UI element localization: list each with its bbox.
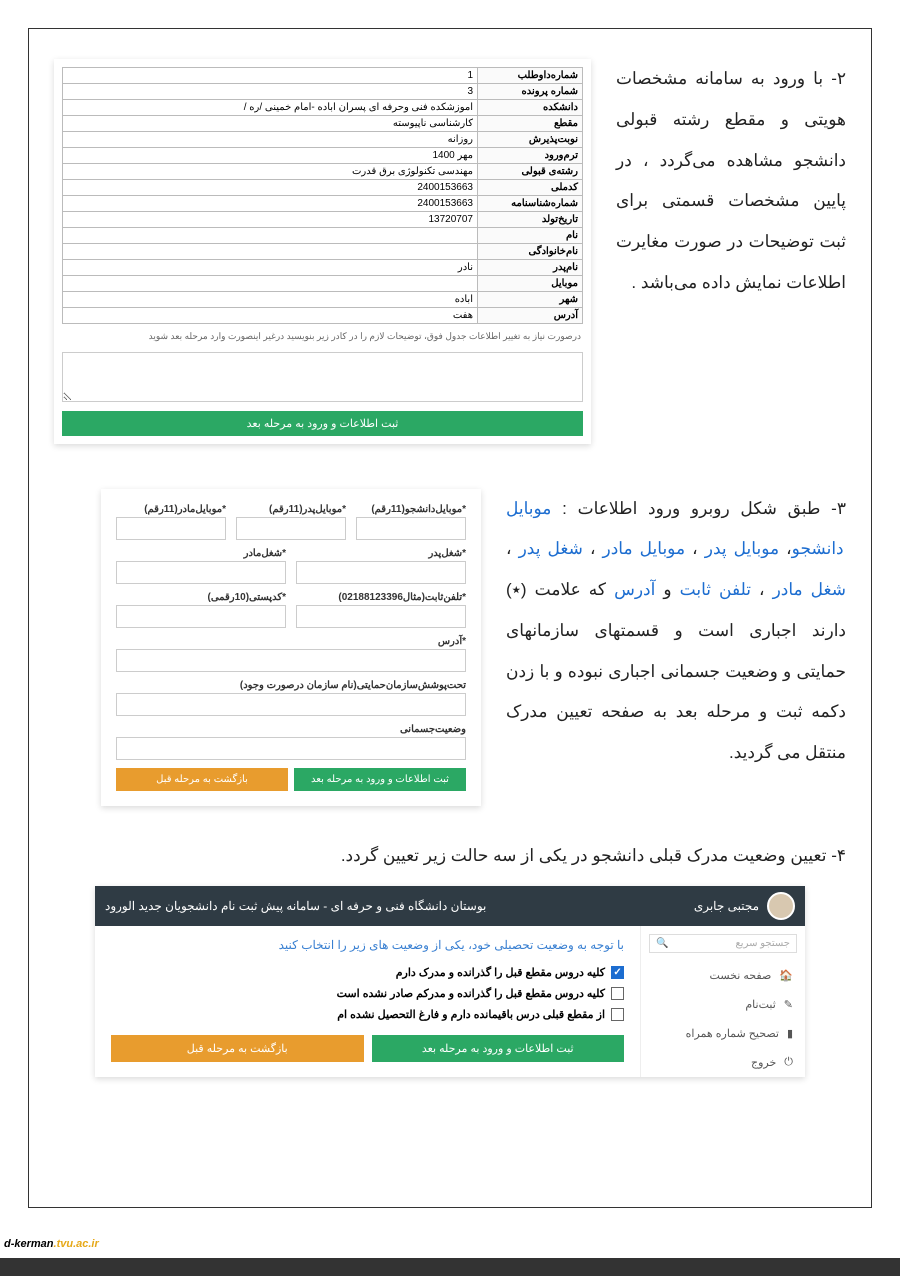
mother-mobile-label: *موبایل‌مادر(11رقم) xyxy=(116,504,226,515)
info-label: موبایل xyxy=(478,276,583,292)
info-value xyxy=(63,228,478,244)
info-value: 2400153663 xyxy=(63,180,478,196)
phone-icon: ▮ xyxy=(787,1027,793,1040)
logout-icon: ⏻ xyxy=(784,1056,793,1069)
info-label: رشته‌ی قبولی xyxy=(478,164,583,180)
quick-search[interactable]: جستجو سریع 🔍 xyxy=(649,934,797,953)
sidebar: جستجو سریع 🔍 🏠صفحه نخست ✎ثبت‌نام ▮تصحیح … xyxy=(640,926,805,1077)
home-icon: 🏠 xyxy=(779,969,793,982)
info-value: 1 xyxy=(63,68,478,84)
info-value xyxy=(63,276,478,292)
physical-status-label: وضعیت‌جسمانی xyxy=(116,724,466,735)
pencil-icon: ✎ xyxy=(784,998,793,1011)
status-next-button[interactable]: ثبت اطلاعات و ورود به مرحله بعد xyxy=(372,1035,625,1062)
info-label: شهر xyxy=(478,292,583,308)
father-job-label: *شغل‌پدر xyxy=(296,548,466,559)
mother-job-input[interactable] xyxy=(116,561,286,584)
info-label: ترم‌ورود xyxy=(478,148,583,164)
info-value: 13720707 xyxy=(63,212,478,228)
info-value: مهندسی تکنولوژی برق قدرت xyxy=(63,164,478,180)
info-label: نوبت‌پذیرش xyxy=(478,132,583,148)
info-label: دانشکده xyxy=(478,100,583,116)
screenshot-2: *موبایل‌دانشجو(11رقم) *موبایل‌پدر(11رقم)… xyxy=(101,489,481,806)
avatar xyxy=(767,892,795,920)
support-org-input[interactable] xyxy=(116,693,466,716)
option-1-label: کلیه دروس مقطع قبل را گذرانده و مدرک دار… xyxy=(396,966,605,979)
info-value: 2400153663 xyxy=(63,196,478,212)
postal-input[interactable] xyxy=(116,605,286,628)
student-mobile-label: *موبایل‌دانشجو(11رقم) xyxy=(356,504,466,515)
comments-textarea[interactable] xyxy=(62,352,583,402)
info-value: نادر xyxy=(63,260,478,276)
paragraph-2: ۲- با ورود به سامانه مشخصات هویتی و مقطع… xyxy=(616,59,846,304)
mother-mobile-input[interactable] xyxy=(116,517,226,540)
info-label: کدملی xyxy=(478,180,583,196)
status-back-button[interactable]: بازگشت به مرحله قبل xyxy=(111,1035,364,1062)
option-3-label: از مقطع قبلی درس باقیمانده دارم و فارغ ا… xyxy=(337,1008,605,1021)
info-value: هفت xyxy=(63,308,478,324)
footer-bar xyxy=(0,1258,900,1276)
address-input[interactable] xyxy=(116,649,466,672)
student-mobile-input[interactable] xyxy=(356,517,466,540)
info-value: روزانه xyxy=(63,132,478,148)
info-value: کارشناسی ناپیوسته xyxy=(63,116,478,132)
mother-job-label: *شغل‌مادر xyxy=(116,548,286,559)
screenshot-1: شماره‌داوطلب1شماره پرونده3دانشکدهاموزشکد… xyxy=(54,59,591,444)
info-label: آدرس xyxy=(478,308,583,324)
header-title: بوستان دانشگاه فنی و حرفه ای - سامانه پی… xyxy=(105,899,486,913)
paragraph-3: ۳- طبق شکل روبرو ورود اطلاعات : موبایل د… xyxy=(506,489,846,775)
form2-back-button[interactable]: بازگشت به مرحله قبل xyxy=(116,768,288,791)
physical-status-input[interactable] xyxy=(116,737,466,760)
note-text: درصورت نیاز به تغییر اطلاعات جدول فوق، ت… xyxy=(64,330,581,344)
checkbox-2[interactable] xyxy=(611,987,624,1000)
menu-edit-phone[interactable]: ▮تصحیح شماره همراه xyxy=(641,1019,805,1048)
address-label: *آدرس xyxy=(116,636,466,647)
menu-home[interactable]: 🏠صفحه نخست xyxy=(641,961,805,990)
app-header: مجتبی جابری بوستان دانشگاه فنی و حرفه ای… xyxy=(95,886,805,926)
info-label: مقطع xyxy=(478,116,583,132)
option-2-label: کلیه دروس مقطع قبل را گذرانده و مدرکم صا… xyxy=(337,987,605,1000)
screenshot-3: مجتبی جابری بوستان دانشگاه فنی و حرفه ای… xyxy=(95,886,805,1077)
support-org-label: تحت‌پوشش‌سازمان‌حمایتی(نام سازمان درصورت… xyxy=(116,680,466,691)
menu-register[interactable]: ✎ثبت‌نام xyxy=(641,990,805,1019)
info-value: اموزشکده فنی وحرفه ای پسران اباده -امام … xyxy=(63,100,478,116)
search-icon: 🔍 xyxy=(656,938,668,949)
next-step-button[interactable]: ثبت اطلاعات و ورود به مرحله بعد xyxy=(62,411,583,436)
postal-label: *کدپستی(10رقمی) xyxy=(116,592,286,603)
status-title: با توجه به وضعیت تحصیلی خود، یکی از وضعی… xyxy=(111,938,624,952)
student-info-table: شماره‌داوطلب1شماره پرونده3دانشکدهاموزشکد… xyxy=(62,67,583,324)
user-name: مجتبی جابری xyxy=(694,899,759,913)
father-mobile-input[interactable] xyxy=(236,517,346,540)
father-mobile-label: *موبایل‌پدر(11رقم) xyxy=(236,504,346,515)
info-label: شماره‌شناسنامه xyxy=(478,196,583,212)
menu-logout[interactable]: ⏻خروج xyxy=(641,1048,805,1077)
form2-next-button[interactable]: ثبت اطلاعات و ورود به مرحله بعد xyxy=(294,768,466,791)
info-label: نام xyxy=(478,228,583,244)
paragraph-4: ۴- تعیین وضعیت مدرک قبلی دانشجو در یکی ا… xyxy=(54,836,846,877)
father-job-input[interactable] xyxy=(296,561,466,584)
footer-url: d-kerman.tvu.ac.ir xyxy=(0,1236,900,1258)
info-label: نام‌خانوادگی xyxy=(478,244,583,260)
info-value xyxy=(63,244,478,260)
info-label: نام‌پدر xyxy=(478,260,583,276)
info-label: شماره‌داوطلب xyxy=(478,68,583,84)
info-label: شماره پرونده xyxy=(478,84,583,100)
info-value: اباده xyxy=(63,292,478,308)
info-label: تاریخ‌تولد xyxy=(478,212,583,228)
info-value: مهر 1400 xyxy=(63,148,478,164)
info-value: 3 xyxy=(63,84,478,100)
checkbox-3[interactable] xyxy=(611,1008,624,1021)
checkbox-1[interactable]: ✓ xyxy=(611,966,624,979)
landline-input[interactable] xyxy=(296,605,466,628)
landline-label: *تلفن‌ثابت(مثال02188123396) xyxy=(296,592,466,603)
